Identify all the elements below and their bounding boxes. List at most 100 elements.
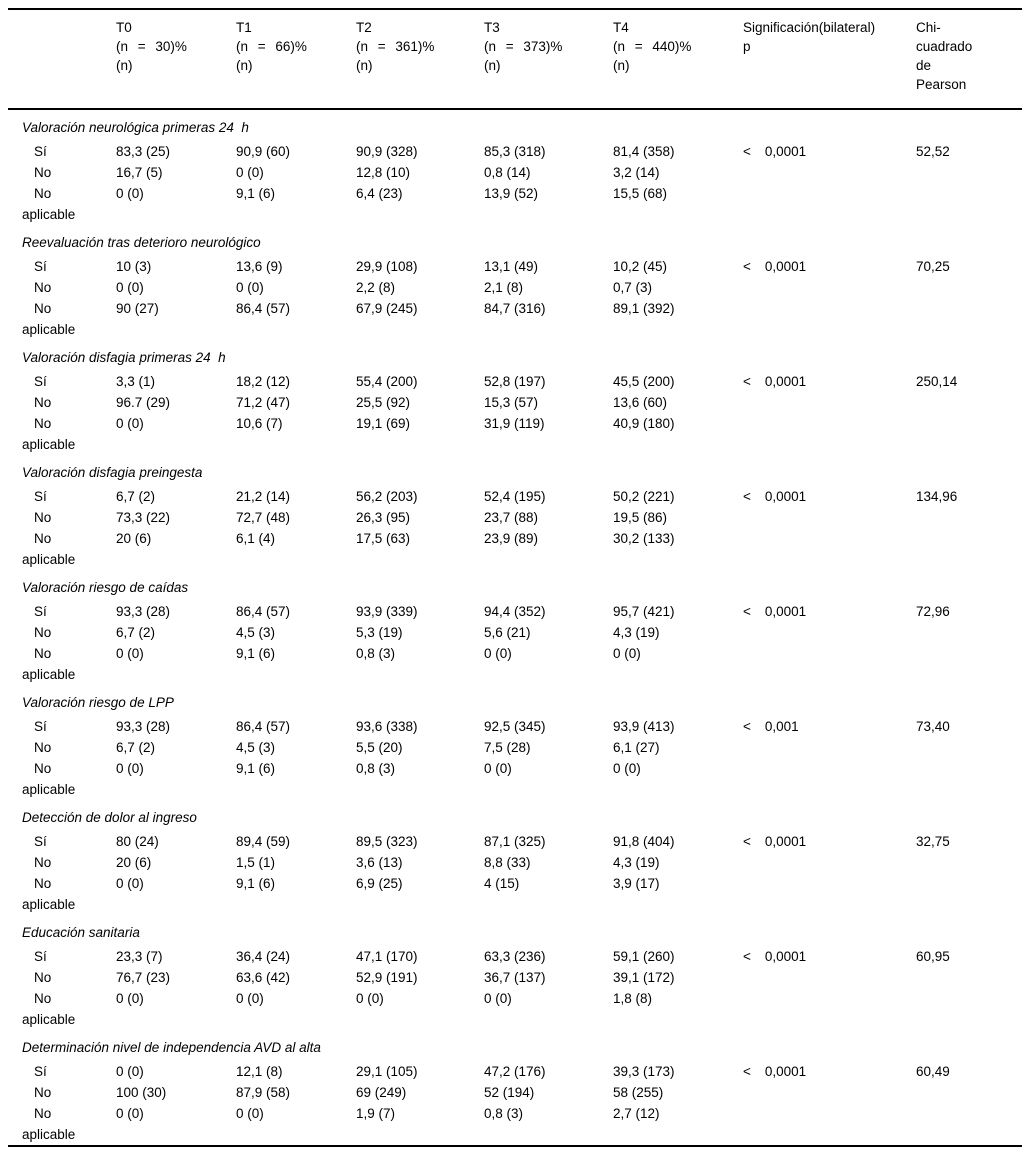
row-label: Sí bbox=[34, 489, 47, 504]
data-row: Sí 83,3 (25) 90,9 (60) 90,9 (328) 85,3 (318)… bbox=[8, 141, 1022, 162]
chi-square-cell bbox=[916, 507, 1022, 528]
value-cell: 90 (27) bbox=[116, 301, 159, 316]
data-row: No 73,3 (22) 72,7 (48) 26,3 (95) 23,7 (88) 19… bbox=[8, 507, 1022, 528]
row-label-cell: No aplicable bbox=[8, 413, 116, 455]
row-label-cell: No aplicable bbox=[8, 183, 116, 225]
section-title-row: Determinación nivel de independencia AVD… bbox=[8, 1030, 1022, 1061]
row-label-cell: No bbox=[8, 507, 116, 528]
chi-square-cell bbox=[916, 988, 1022, 1030]
header-line: Pearson bbox=[916, 77, 967, 92]
value-cell: 4,5 (3) bbox=[236, 740, 276, 755]
data-row: No aplicable 0 (0) 0 (0) 1,9 (7) 0,8 (3) 2,7 … bbox=[8, 1103, 1022, 1146]
data-row: Sí 10 (3) 13,6 (9) 29,9 (108) 13,1 (49) 10,2 … bbox=[8, 256, 1022, 277]
value-cell: 6,7 (2) bbox=[116, 740, 156, 755]
chi-square-cell: 60,49 bbox=[916, 1064, 950, 1079]
value-cell: 72,7 (48) bbox=[236, 510, 291, 525]
header-line: (n = 30)% bbox=[116, 39, 187, 54]
less-than-symbol: < bbox=[743, 1064, 751, 1079]
header-line: (n) bbox=[236, 58, 253, 73]
value-cell: 15,3 (57) bbox=[484, 395, 539, 410]
chi-square-cell: 32,75 bbox=[916, 834, 950, 849]
value-cell: 58 (255) bbox=[613, 1085, 664, 1100]
significance-cell bbox=[743, 1082, 916, 1103]
row-label: Sí bbox=[34, 1064, 47, 1079]
section-title: Educación sanitaria bbox=[22, 925, 140, 940]
p-value: 0,0001 bbox=[764, 259, 807, 274]
significance-cell bbox=[743, 643, 916, 685]
chi-square-cell bbox=[916, 183, 1022, 225]
significance-cell: <0,0001 bbox=[743, 1061, 916, 1082]
value-cell: 0,8 (3) bbox=[356, 761, 396, 776]
header-line: T4 bbox=[613, 20, 629, 35]
results-table: T0 (n = 30)% (n) T1 (n = 66)% (n) T2 (n = 361)%… bbox=[8, 8, 1022, 1147]
data-row: Sí 6,7 (2) 21,2 (14) 56,2 (203) 52,4 (195) 50… bbox=[8, 486, 1022, 507]
value-cell: 9,1 (6) bbox=[236, 186, 276, 201]
header-line: de bbox=[916, 58, 932, 73]
value-cell: 81,4 (358) bbox=[613, 144, 675, 159]
row-label-cell: No bbox=[8, 737, 116, 758]
significance-cell bbox=[743, 852, 916, 873]
significance-cell: <0,0001 bbox=[743, 946, 916, 967]
header-cell-t3: T3 (n = 373)% (n) bbox=[484, 9, 613, 109]
value-cell: 0 (0) bbox=[116, 991, 144, 1006]
header-line: (n = 373)% bbox=[484, 39, 563, 54]
value-cell: 25,5 (92) bbox=[356, 395, 411, 410]
value-cell: 36,4 (24) bbox=[236, 949, 291, 964]
value-cell: 0,8 (3) bbox=[356, 646, 396, 661]
section-title-row: Valoración riesgo de caídas bbox=[8, 570, 1022, 601]
data-row: No 0 (0) 0 (0) 2,2 (8) 2,1 (8) 0,7 (3) bbox=[8, 277, 1022, 298]
value-cell: 93,3 (28) bbox=[116, 604, 171, 619]
header-cell-significance: Significación(bilateral) p bbox=[743, 9, 916, 109]
value-cell: 47,2 (176) bbox=[484, 1064, 546, 1079]
row-label-cell: Sí bbox=[8, 601, 116, 622]
value-cell: 89,4 (59) bbox=[236, 834, 291, 849]
significance-cell bbox=[743, 298, 916, 340]
value-cell: 0 (0) bbox=[236, 991, 264, 1006]
section-title: Valoración neurológica primeras 24 h bbox=[22, 120, 249, 135]
value-cell: 86,4 (57) bbox=[236, 719, 291, 734]
significance-cell: <0,0001 bbox=[743, 831, 916, 852]
value-cell: 2,7 (12) bbox=[613, 1106, 660, 1121]
chi-square-cell bbox=[916, 1082, 1022, 1103]
row-label-cell: No aplicable bbox=[8, 643, 116, 685]
table-body: Valoración neurológica primeras 24 h Sí 83… bbox=[8, 109, 1022, 1146]
row-label-cell: No bbox=[8, 1082, 116, 1103]
significance-cell bbox=[743, 873, 916, 915]
value-cell: 6,9 (25) bbox=[356, 876, 403, 891]
header-cell-t0: T0 (n = 30)% (n) bbox=[116, 9, 236, 109]
row-label: No bbox=[34, 165, 52, 180]
value-cell: 89,5 (323) bbox=[356, 834, 418, 849]
row-label-cell: No aplicable bbox=[8, 873, 116, 915]
value-cell: 9,1 (6) bbox=[236, 876, 276, 891]
row-label: No bbox=[34, 740, 52, 755]
row-label-cell: Sí bbox=[8, 716, 116, 737]
section-title: Valoración disfagia primeras 24 h bbox=[22, 350, 226, 365]
value-cell: 92,5 (345) bbox=[484, 719, 546, 734]
data-row: Sí 80 (24) 89,4 (59) 89,5 (323) 87,1 (325) 91… bbox=[8, 831, 1022, 852]
value-cell: 3,3 (1) bbox=[116, 374, 156, 389]
significance-cell bbox=[743, 967, 916, 988]
row-label-cell: No aplicable bbox=[8, 1103, 116, 1146]
value-cell: 0 (0) bbox=[613, 761, 641, 776]
row-label: Sí bbox=[34, 604, 47, 619]
row-label: No aplicable bbox=[22, 991, 76, 1027]
significance-cell: <0,001 bbox=[743, 716, 916, 737]
data-row: Sí 93,3 (28) 86,4 (57) 93,9 (339) 94,4 (352)… bbox=[8, 601, 1022, 622]
p-value: 0,0001 bbox=[764, 604, 807, 619]
significance-cell bbox=[743, 392, 916, 413]
significance-cell bbox=[743, 622, 916, 643]
row-label: No bbox=[34, 855, 52, 870]
significance-cell: <0,0001 bbox=[743, 256, 916, 277]
data-row: Sí 0 (0) 12,1 (8) 29,1 (105) 47,2 (176) 39,3 … bbox=[8, 1061, 1022, 1082]
chi-square-cell bbox=[916, 277, 1022, 298]
section-title: Reevaluación tras deterioro neurológico bbox=[22, 235, 261, 250]
value-cell: 0 (0) bbox=[116, 646, 144, 661]
section-title-row: Detección de dolor al ingreso bbox=[8, 800, 1022, 831]
value-cell: 89,1 (392) bbox=[613, 301, 675, 316]
value-cell: 23,3 (7) bbox=[116, 949, 163, 964]
value-cell: 10 (3) bbox=[116, 259, 152, 274]
row-label: No bbox=[34, 280, 52, 295]
row-label-cell: Sí bbox=[8, 256, 116, 277]
p-value: 0,001 bbox=[764, 719, 799, 734]
less-than-symbol: < bbox=[743, 259, 751, 274]
